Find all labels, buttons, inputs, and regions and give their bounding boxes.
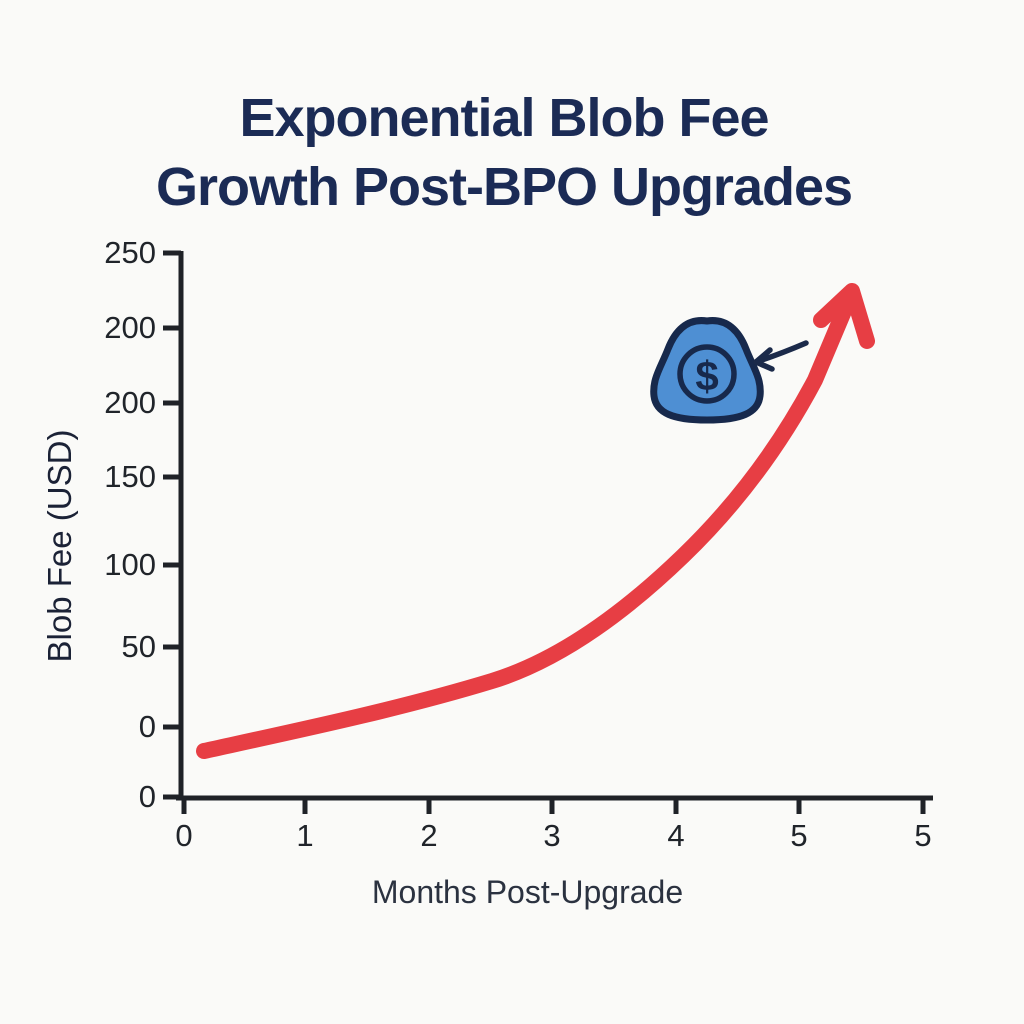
dollar-sign: $ bbox=[695, 353, 718, 400]
y-tick-label: 0 bbox=[138, 779, 156, 814]
x-tick-label: 3 bbox=[543, 818, 561, 853]
y-tick-label: 200 bbox=[104, 310, 156, 345]
annotation-arrow-icon bbox=[753, 340, 809, 372]
x-tick-label: 5 bbox=[914, 818, 932, 853]
x-tick-label: 2 bbox=[420, 818, 438, 853]
axis-tick-marks bbox=[163, 250, 926, 814]
y-tick-label: 50 bbox=[121, 629, 156, 664]
chart-title-line1: Exponential Blob Fee bbox=[239, 88, 769, 148]
y-tick-label: 200 bbox=[104, 385, 156, 420]
chart-title: Exponential Blob Fee Growth Post-BPO Upg… bbox=[0, 84, 1008, 222]
blob-dollar-icon: $ bbox=[650, 317, 764, 424]
x-tick-label: 0 bbox=[175, 818, 193, 853]
x-tick-label: 4 bbox=[667, 818, 685, 853]
y-tick-label: 0 bbox=[138, 709, 156, 744]
y-axis-title: Blob Fee (USD) bbox=[41, 429, 78, 663]
y-tick-label: 150 bbox=[104, 459, 156, 494]
y-tick-label: 100 bbox=[104, 547, 156, 582]
fee-curve-arrowhead-icon bbox=[813, 283, 875, 349]
blob-shape bbox=[650, 317, 764, 424]
dollar-circle bbox=[677, 344, 737, 404]
x-tick-label: 1 bbox=[296, 818, 314, 853]
chart-title-line2: Growth Post-BPO Upgrades bbox=[155, 157, 853, 217]
x-tick-label: 5 bbox=[790, 818, 808, 853]
fee-curve bbox=[196, 289, 858, 759]
y-tick-label: 250 bbox=[104, 235, 156, 270]
x-axis-title: Months Post-Upgrade bbox=[371, 874, 684, 910]
